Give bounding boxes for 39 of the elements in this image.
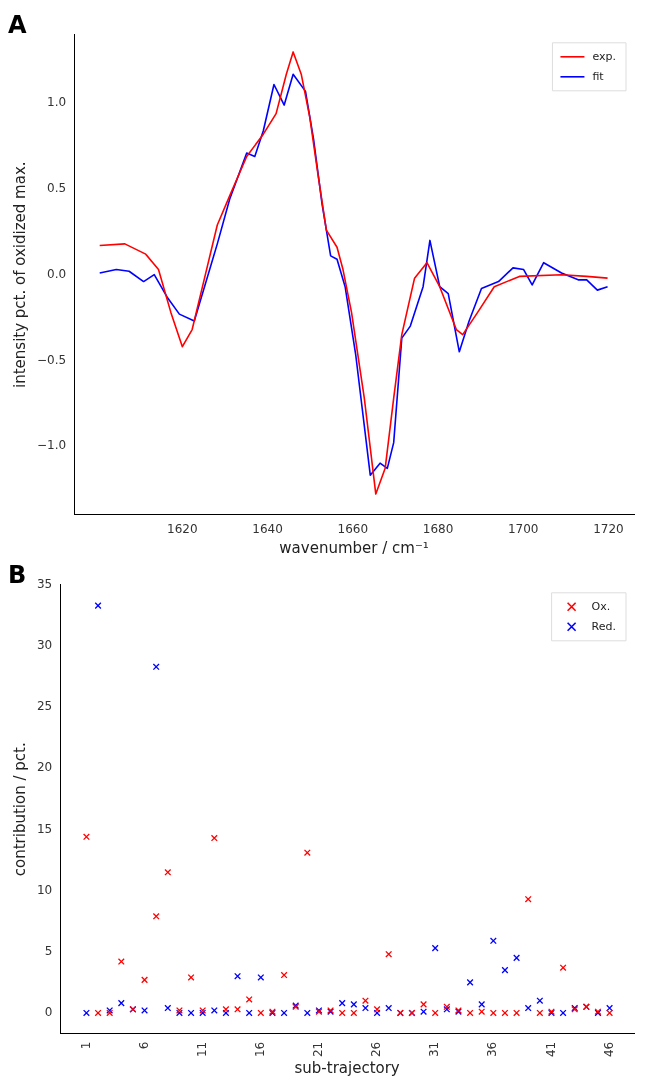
x-axis-title: wavenumber / cm⁻¹ xyxy=(279,538,429,557)
legend-label: exp. xyxy=(592,49,617,63)
x-tick-label: 36 xyxy=(485,1041,500,1058)
x-tick-label: 41 xyxy=(543,1041,558,1058)
y-tick-label: 1.0 xyxy=(47,95,67,110)
y-tick-label: 0 xyxy=(44,1005,53,1020)
chart-title: A xyxy=(8,10,27,39)
y-tick-label: 20 xyxy=(36,760,53,775)
x-tick-label: 1 xyxy=(78,1041,93,1050)
y-tick-label: 0.5 xyxy=(47,181,67,196)
x-tick-label: 1680 xyxy=(422,521,454,536)
x-tick-label: 6 xyxy=(136,1041,151,1050)
legend-label: fit xyxy=(592,69,605,83)
y-tick-label: 0.0 xyxy=(47,266,67,281)
x-tick-label: 16 xyxy=(252,1041,267,1058)
y-tick-label: −0.5 xyxy=(37,352,67,367)
x-axis-title: sub-trajectory xyxy=(294,1058,400,1077)
x-tick-label: 1620 xyxy=(167,521,198,536)
y-tick-label: 35 xyxy=(36,576,53,591)
x-tick-label: 1640 xyxy=(252,521,283,536)
y-tick-label: 25 xyxy=(36,699,53,714)
x-tick-label: 46 xyxy=(601,1041,616,1058)
y-tick-label: 10 xyxy=(36,882,53,897)
chart-title: B xyxy=(8,560,27,589)
x-tick-label: 1700 xyxy=(507,521,539,536)
x-tick-label: 1720 xyxy=(593,521,624,536)
y-tick-label: −1.0 xyxy=(37,438,67,453)
legend-label: Red. xyxy=(591,619,617,633)
y-tick-label: 30 xyxy=(36,638,53,653)
y-tick-label: 5 xyxy=(44,943,53,958)
y-axis-title: contribution / pct. xyxy=(10,742,29,877)
x-tick-label: 26 xyxy=(369,1041,384,1058)
legend-label: Ox. xyxy=(591,599,611,613)
y-axis-title: intensity pct. of oxidized max. xyxy=(10,161,29,388)
x-tick-label: 21 xyxy=(311,1041,326,1058)
x-tick-label: 1660 xyxy=(337,521,369,536)
y-tick-label: 15 xyxy=(36,821,53,836)
x-tick-label: 11 xyxy=(194,1041,209,1058)
x-tick-label: 31 xyxy=(427,1041,442,1058)
